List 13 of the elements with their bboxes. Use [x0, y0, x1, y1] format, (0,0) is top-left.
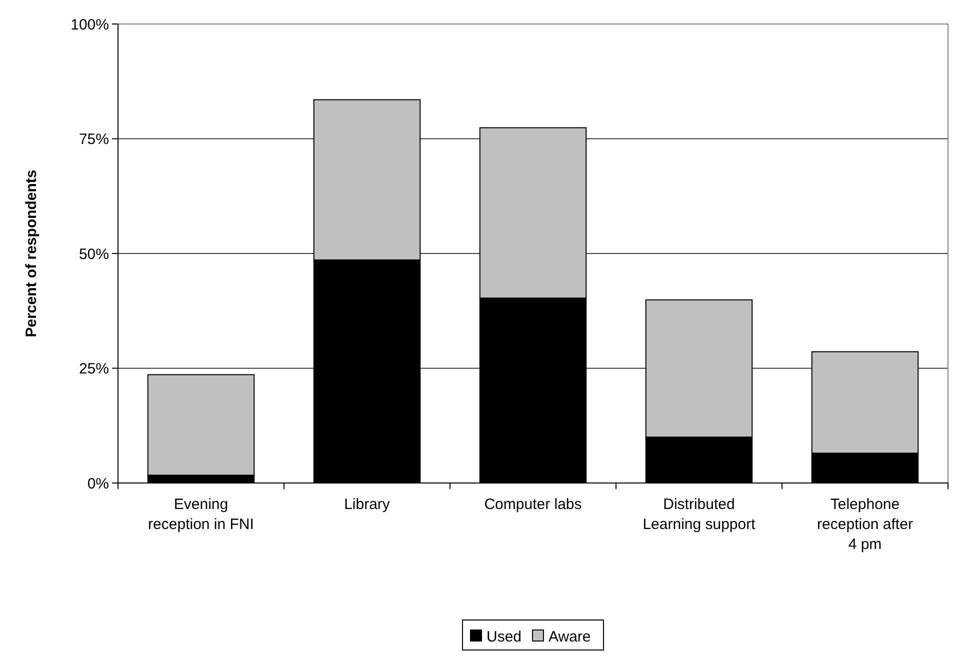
x-tick-label: Evening reception in FNI [148, 496, 254, 533]
x-tick-label: Distributed Learning support [642, 496, 756, 533]
legend-label: Aware [548, 628, 591, 646]
legend-label: Used [486, 628, 522, 646]
y-axis-title: Percent of respondents [23, 170, 40, 338]
x-tick-label: Computer labs [484, 496, 582, 513]
y-tick-label: 50% [78, 246, 109, 263]
y-tick-label: 25% [78, 360, 109, 378]
x-tick-label: Telephone reception after 4 pm [817, 496, 913, 553]
y-tick-label: 0% [87, 475, 109, 492]
y-tick-label: 75% [78, 131, 109, 148]
y-tick-label: 100% [70, 16, 109, 34]
x-tick-label: Library [344, 496, 390, 513]
